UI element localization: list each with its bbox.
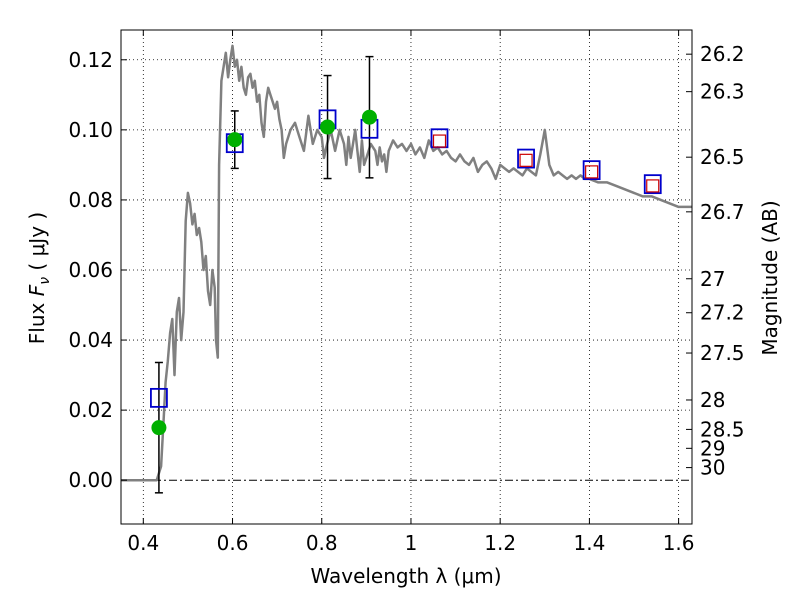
x-axis-label: Wavelength λ (μm) — [310, 564, 501, 588]
model-photometry-square-small — [646, 179, 660, 193]
x-axis-ticks: 0.4 0.6 0.8 1 1.2 1.4 1.6 — [127, 30, 695, 555]
right-tick-label: 27.2 — [700, 301, 745, 325]
model-photometry-square-small — [519, 153, 533, 167]
right-tick-label: 28 — [700, 388, 725, 412]
right-tick-label: 26.3 — [700, 80, 745, 104]
y-axis-label-prefix: Flux — [25, 296, 49, 344]
x-tick-label: 0.8 — [306, 531, 338, 555]
y-tick-label: 0.04 — [68, 328, 113, 352]
right-tick-label: 27 — [700, 267, 725, 291]
right-tick-label: 26.7 — [700, 200, 745, 224]
y-tick-label: 0.08 — [68, 188, 113, 212]
observed-photometry-point — [320, 119, 336, 135]
right-tick-label: 30 — [700, 456, 725, 480]
right-tick-label: 26.5 — [700, 145, 745, 169]
model-photometry-square — [517, 148, 535, 169]
y-tick-label: 0.06 — [68, 258, 113, 282]
x-tick-label: 1.2 — [484, 531, 516, 555]
x-tick-label: 0.6 — [217, 531, 249, 555]
right-tick-label: 29 — [700, 436, 725, 460]
model-photometry-square — [150, 387, 168, 408]
y-axis-label-subscript: ν — [37, 277, 53, 285]
right-tick-label: 26.2 — [700, 42, 745, 66]
y-tick-label: 0.00 — [68, 468, 113, 492]
y-tick-label: 0.10 — [68, 118, 113, 142]
observed-photometry-markers — [151, 109, 377, 436]
y-axis-ticks: 0.00 0.02 0.04 0.06 0.08 0.10 0.12 — [68, 48, 127, 492]
model-spectrum-line — [121, 44, 692, 482]
right-tick-label: 27.5 — [700, 341, 745, 365]
model-photometry-square — [582, 160, 601, 181]
x-tick-label: 1 — [405, 531, 418, 555]
x-tick-label: 0.4 — [127, 531, 159, 555]
y-axis-label: Flux Fν ( μJy ) — [25, 212, 53, 344]
y-axis-label-suffix: ( μJy ) — [25, 212, 49, 277]
model-photometry-square-small — [585, 165, 599, 179]
right-tick-label: 28.5 — [700, 417, 745, 441]
y-axis-label-symbol: F — [25, 284, 49, 296]
model-photometry-square — [643, 174, 662, 195]
x-tick-label: 1.4 — [573, 531, 605, 555]
observed-photometry-point — [227, 132, 243, 148]
y-tick-label: 0.02 — [68, 398, 113, 422]
model-photometry-markers — [150, 109, 662, 408]
observed-photometry-point — [361, 109, 377, 125]
model-spectrum-group — [121, 44, 692, 482]
y-tick-label: 0.12 — [68, 48, 113, 72]
x-tick-label: 1.6 — [663, 531, 695, 555]
observed-photometry-point — [151, 420, 167, 436]
plot-frame — [120, 29, 693, 525]
right-axis-label: Magnitude (AB) — [758, 200, 782, 355]
model-photometry-square-small — [432, 134, 447, 148]
